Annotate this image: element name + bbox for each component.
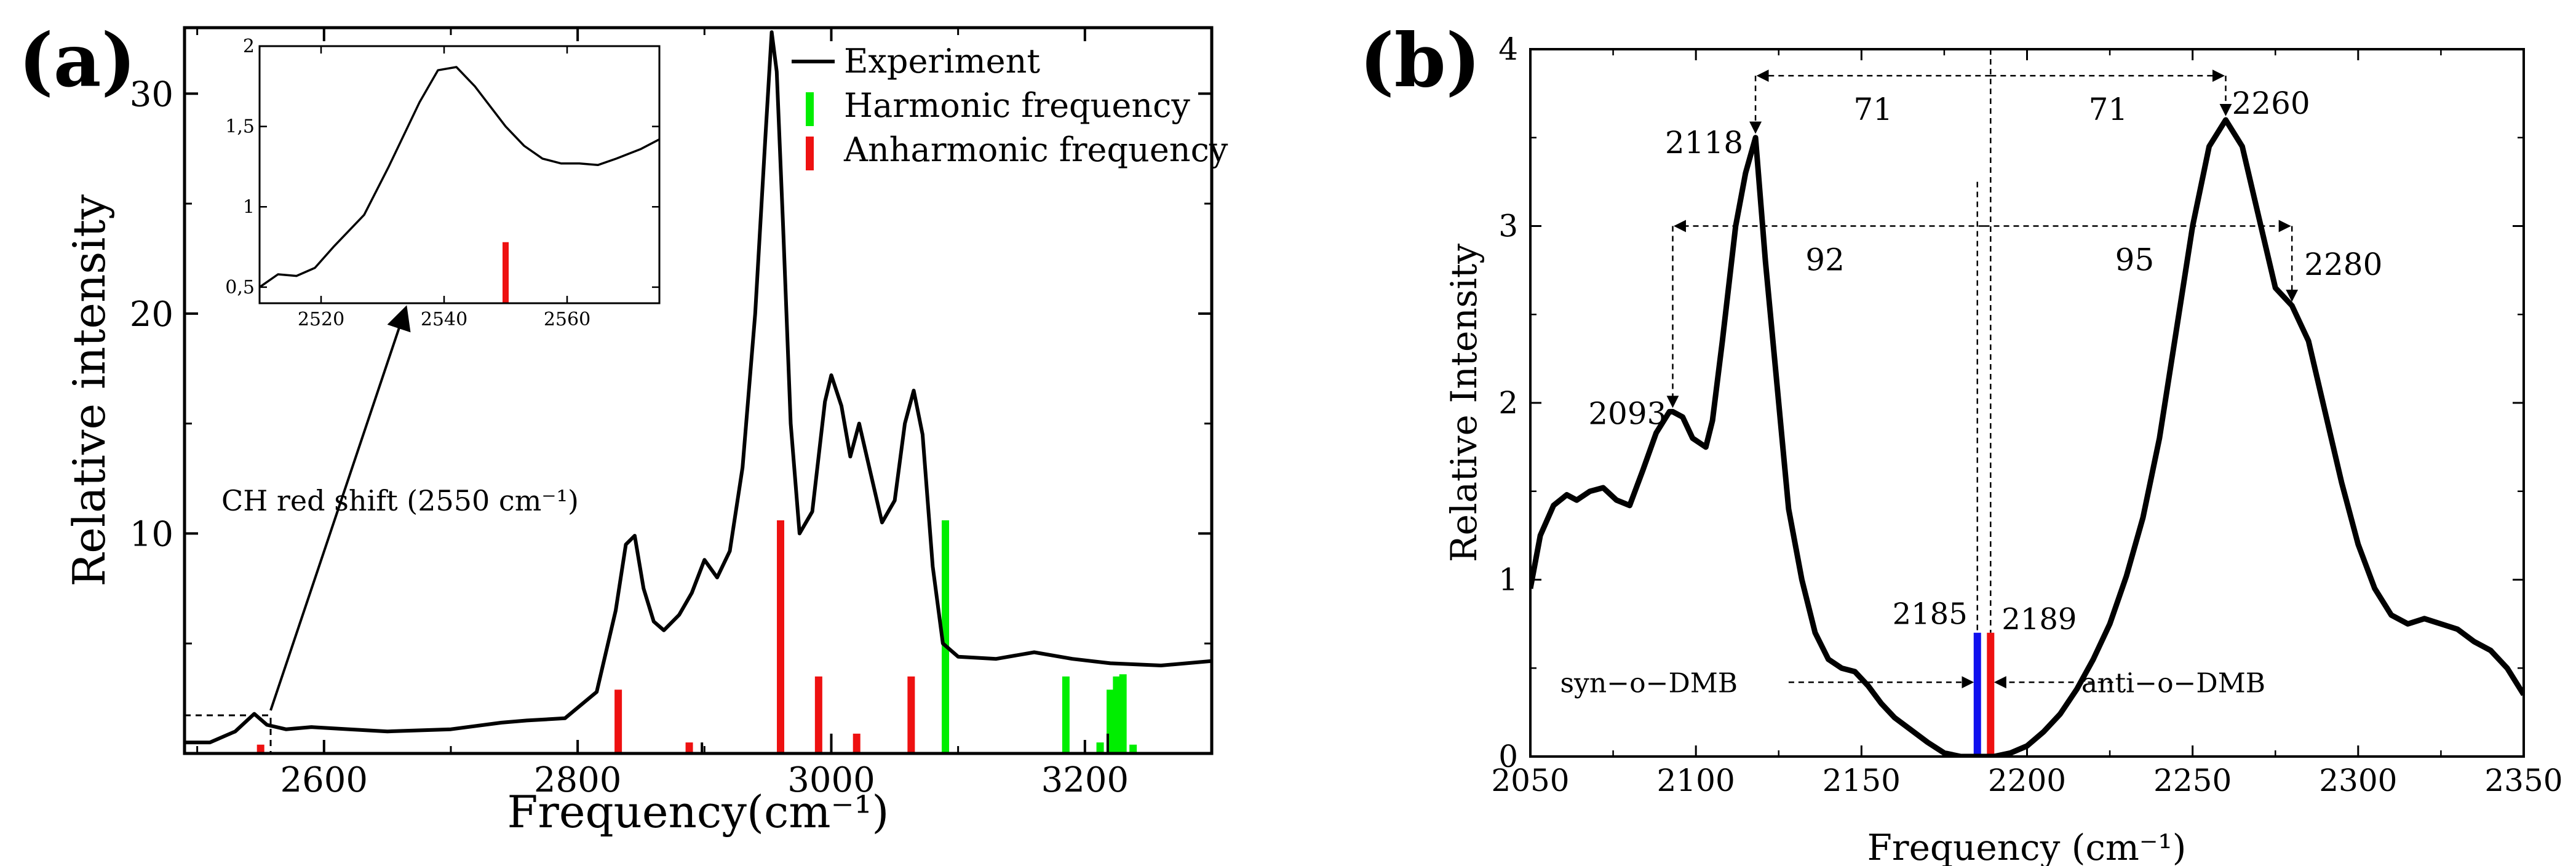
harmonic-stick bbox=[1119, 674, 1127, 753]
anharmonic-stick bbox=[777, 520, 785, 753]
spacing-label: 71 bbox=[2089, 92, 2128, 127]
b-x-tick-label: 2300 bbox=[2319, 763, 2397, 798]
panel-b-tick-labels: 2050 2100 2150 2200 2250 2300 2350 0 1 2 3 4 bbox=[1491, 31, 2562, 798]
legend-label-experiment: Experiment bbox=[844, 42, 1040, 81]
b-y-tick-label: 4 bbox=[1498, 31, 1518, 67]
peak-label: 2093 bbox=[1588, 395, 1666, 431]
anharmonic-stick bbox=[814, 676, 822, 753]
stick-2185 bbox=[1973, 632, 1981, 757]
inset-plot: 2520 2540 2560 0,5 1 1,5 2 bbox=[225, 36, 661, 330]
small-black-stick bbox=[1106, 733, 1109, 753]
panel-a: (a) 2600 2800 3000 3200 10 20 30 Frequency(cm⁻… bbox=[18, 17, 1228, 838]
peak-label: 2260 bbox=[2232, 85, 2310, 121]
small-black-stick bbox=[830, 733, 833, 753]
a-x-tick-label: 2600 bbox=[280, 760, 368, 800]
panel-a-tick-labels: 2600 2800 3000 3200 10 20 30 bbox=[130, 74, 1129, 800]
b-y-tick-label: 0 bbox=[1498, 739, 1518, 774]
small-black-stick bbox=[701, 742, 704, 753]
panel-a-frame bbox=[183, 26, 1214, 755]
b-y-tick-label: 3 bbox=[1498, 209, 1518, 244]
legend-label-harmonic: Harmonic frequency bbox=[844, 86, 1190, 125]
b-x-tick-label: 2150 bbox=[1823, 763, 1901, 798]
inset-tick-labels: 2520 2540 2560 0,5 1 1,5 2 bbox=[225, 36, 590, 330]
spacing-label: 92 bbox=[1805, 242, 1845, 278]
inset-x-tick-label: 2560 bbox=[544, 309, 590, 330]
panel-a-label: (a) bbox=[18, 17, 136, 104]
inset-y-tick-label: 1 bbox=[243, 196, 255, 218]
anharmonic-stick bbox=[256, 744, 264, 753]
harmonic-stick bbox=[1129, 744, 1137, 753]
legend: Experiment Harmonic frequency Anharmonic… bbox=[792, 42, 1228, 170]
inset-anharmonic-stick bbox=[503, 242, 509, 303]
spacing-label: 71 bbox=[1853, 92, 1893, 127]
peak-label: 2280 bbox=[2304, 247, 2382, 282]
panel-b-sticks bbox=[1973, 632, 1995, 757]
panel-a-sticks bbox=[256, 520, 1137, 753]
anharmonic-stick bbox=[614, 689, 622, 753]
peak-label: 2118 bbox=[1665, 125, 1743, 161]
panel-b-y-axis-label: Relative Intensity bbox=[1443, 244, 1485, 562]
b-y-tick-label: 2 bbox=[1498, 385, 1518, 421]
inset-background bbox=[260, 46, 659, 303]
syn-label: syn−o−DMB bbox=[1560, 667, 1738, 699]
panel-a-x-axis-label: Frequency(cm⁻¹) bbox=[507, 786, 889, 838]
stick-label: 2189 bbox=[2002, 602, 2077, 637]
a-x-tick-label: 3200 bbox=[1041, 760, 1129, 800]
anti-label: anti−o−DMB bbox=[2081, 667, 2265, 699]
a-y-tick-label: 20 bbox=[130, 295, 173, 335]
legend-swatch-anharmonic bbox=[806, 137, 814, 170]
inset-frame bbox=[258, 45, 661, 304]
a-y-tick-label: 10 bbox=[130, 514, 173, 554]
inset-y-tick-label: 0,5 bbox=[225, 277, 255, 298]
annotation-arrow bbox=[269, 305, 411, 711]
zoom-region-box bbox=[183, 714, 272, 755]
b-x-tick-label: 2200 bbox=[1988, 763, 2066, 798]
inset-y-tick-label: 1,5 bbox=[225, 116, 255, 138]
panel-b-frame bbox=[1529, 48, 2525, 758]
inset-experiment-line bbox=[260, 66, 659, 288]
a-y-tick-label: 30 bbox=[130, 74, 173, 114]
inset-x-tick-label: 2540 bbox=[421, 309, 467, 330]
experiment-series-line bbox=[185, 30, 1212, 745]
stick-label: 2185 bbox=[1893, 597, 1968, 631]
harmonic-stick bbox=[1062, 676, 1070, 753]
red-shift-annotation: CH red shift (2550 cm⁻¹) bbox=[221, 484, 579, 517]
a-x-tick-label: 2800 bbox=[534, 760, 622, 800]
b-x-tick-label: 2250 bbox=[2153, 763, 2232, 798]
b-x-tick-label: 2350 bbox=[2484, 763, 2562, 798]
panel-b-x-axis-label: Frequency (cm⁻¹) bbox=[1867, 827, 2187, 866]
inset-x-tick-label: 2520 bbox=[298, 309, 344, 330]
spectrum-line bbox=[1530, 117, 2524, 757]
b-x-tick-label: 2100 bbox=[1657, 763, 1735, 798]
panel-b-annotations: 71 71 92 95 2093 2118 2260 2280 2185 2189 syn−o−DM… bbox=[1560, 49, 2382, 699]
a-x-tick-label: 3000 bbox=[787, 760, 875, 800]
spacing-label: 95 bbox=[2115, 242, 2155, 278]
legend-swatch-harmonic bbox=[806, 92, 814, 126]
panel-b: (b) 2050 2100 2150 2200 2250 2300 2350 0 1 2 3 4 71… bbox=[1359, 17, 2563, 866]
anharmonic-stick bbox=[907, 676, 915, 753]
b-y-tick-label: 1 bbox=[1498, 562, 1518, 598]
panel-b-label: (b) bbox=[1359, 17, 1481, 104]
b-x-tick-label: 2050 bbox=[1491, 763, 1569, 798]
inset-y-tick-label: 2 bbox=[243, 36, 255, 57]
harmonic-stick bbox=[1096, 742, 1104, 753]
anharmonic-stick bbox=[853, 733, 861, 753]
panel-a-y-axis-label: Relative intensity bbox=[63, 194, 115, 587]
harmonic-stick bbox=[942, 520, 950, 753]
stick-2189 bbox=[1987, 632, 1995, 757]
anharmonic-stick bbox=[685, 742, 693, 753]
legend-label-anharmonic: Anharmonic frequency bbox=[843, 130, 1228, 169]
